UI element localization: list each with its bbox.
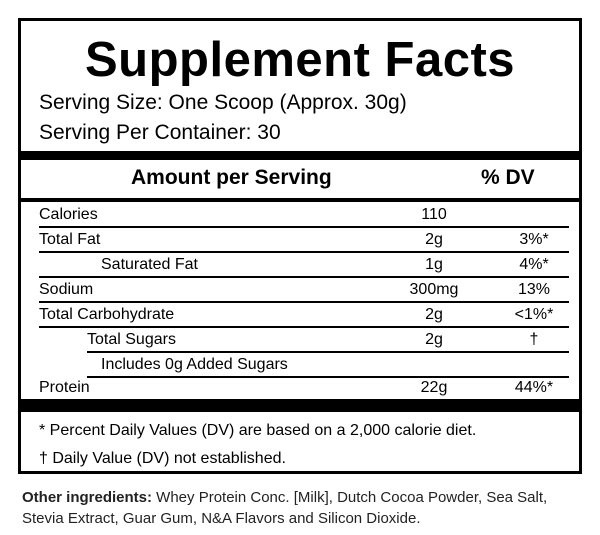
ingredients-label: Other ingredients: bbox=[22, 489, 153, 506]
nutrient-name: Total Sugars bbox=[87, 331, 176, 348]
nutrient-dv: 3%* bbox=[519, 231, 549, 248]
nutrient-name: Sodium bbox=[39, 281, 94, 298]
nutrient-row-total-carbohydrate: Total Carbohydrate 2g <1%* bbox=[39, 303, 569, 328]
row-divider bbox=[39, 226, 569, 228]
nutrient-dv: 4%* bbox=[519, 256, 549, 273]
nutrient-amount: 110 bbox=[421, 206, 447, 223]
nutrient-name: Protein bbox=[39, 379, 90, 396]
nutrient-name: Total Carbohydrate bbox=[39, 306, 175, 323]
nutrient-dv: 13% bbox=[517, 281, 551, 298]
percent-dv-header: % DV bbox=[481, 166, 535, 189]
row-divider bbox=[39, 251, 569, 253]
nutrient-row-saturated-fat: Saturated Fat 1g 4%* bbox=[39, 253, 569, 278]
row-divider bbox=[39, 276, 569, 278]
nutrient-row-total-sugars: Total Sugars 2g † bbox=[39, 328, 569, 353]
nutrient-amount: 2g bbox=[425, 331, 443, 348]
top-thick-divider bbox=[21, 151, 579, 160]
nutrient-row-total-fat: Total Fat 2g 3%* bbox=[39, 228, 569, 253]
row-divider bbox=[87, 351, 569, 353]
nutrient-name: Total Fat bbox=[39, 231, 101, 248]
nutrient-name: Saturated Fat bbox=[101, 256, 198, 273]
nutrient-amount: 22g bbox=[420, 379, 448, 396]
row-divider bbox=[39, 301, 569, 303]
amount-per-serving-header: Amount per Serving bbox=[131, 166, 332, 189]
nutrient-row-protein: Protein 22g 44%* bbox=[39, 376, 569, 399]
other-ingredients: Other ingredients: Whey Protein Conc. [M… bbox=[22, 487, 592, 529]
footnote-daily-values: * Percent Daily Values (DV) are based on… bbox=[39, 422, 477, 439]
nutrient-row-calories: Calories 110 bbox=[39, 203, 569, 228]
nutrient-amount: 2g bbox=[425, 306, 443, 323]
nutrient-name: Includes 0g Added Sugars bbox=[101, 356, 288, 373]
nutrient-name: Calories bbox=[39, 206, 98, 223]
nutrient-dv: <1%* bbox=[514, 306, 554, 323]
nutrient-row-sodium: Sodium 300mg 13% bbox=[39, 278, 569, 303]
header-divider bbox=[21, 198, 579, 202]
row-divider bbox=[39, 326, 569, 328]
bottom-thick-divider bbox=[21, 399, 579, 412]
serving-size: Serving Size: One Scoop (Approx. 30g) bbox=[39, 91, 407, 114]
footnote-not-established: † Daily Value (DV) not established. bbox=[39, 450, 286, 467]
nutrient-amount: 300mg bbox=[409, 281, 459, 298]
nutrient-amount: 2g bbox=[425, 231, 443, 248]
servings-per-container: Serving Per Container: 30 bbox=[39, 121, 281, 144]
row-divider bbox=[87, 376, 569, 378]
nutrient-amount: 1g bbox=[425, 256, 443, 273]
panel-title: Supplement Facts bbox=[84, 33, 516, 87]
ingredients-text: Whey Protein Conc. [Milk], Dutch Cocoa P… bbox=[22, 489, 548, 527]
nutrient-row-added-sugars: Includes 0g Added Sugars bbox=[39, 353, 569, 378]
nutrient-dv: 44%* bbox=[514, 379, 554, 396]
supplement-facts-panel: Supplement Facts Serving Size: One Scoop… bbox=[18, 18, 582, 474]
nutrient-dv: † bbox=[529, 331, 539, 348]
